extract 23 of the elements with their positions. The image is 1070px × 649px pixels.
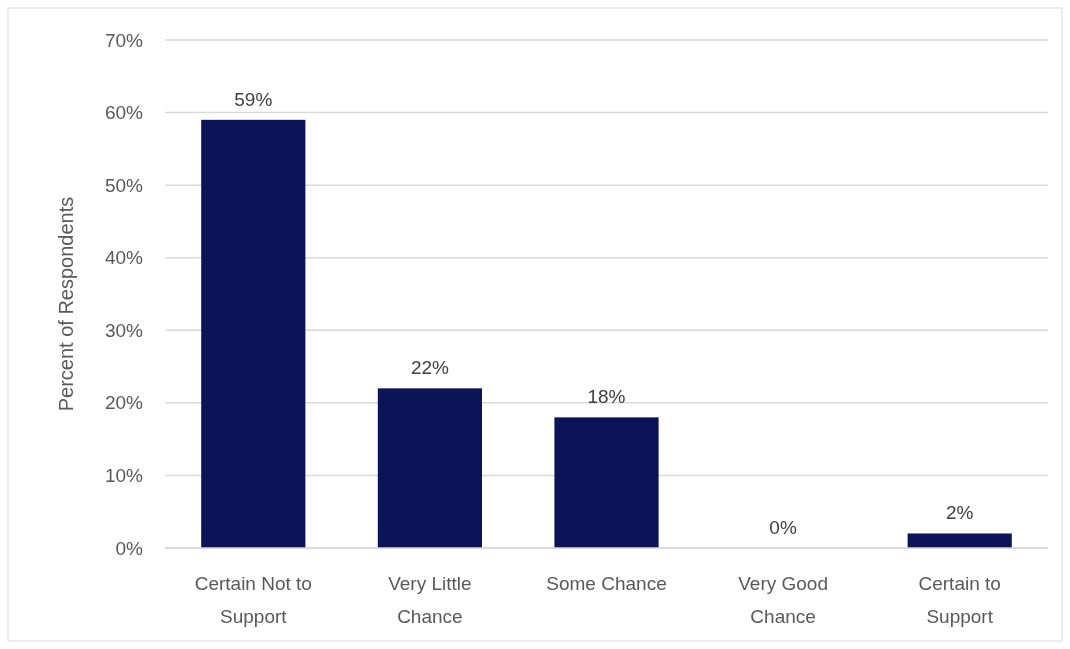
data-label: 59% [234, 88, 273, 110]
x-tick-label: Some Chance [546, 573, 667, 594]
x-tick-label: Very Good Chance [738, 573, 828, 627]
bar [377, 388, 482, 548]
y-tick-label: 20% [104, 392, 144, 414]
y-tick-label: 0% [115, 537, 144, 559]
y-tick-label: 30% [104, 319, 144, 341]
bar [201, 119, 306, 548]
y-tick-label: 10% [104, 465, 144, 487]
x-tick-label: Certain Not to Support [194, 573, 312, 627]
y-tick-label: 40% [104, 247, 144, 269]
y-tick-label: 50% [104, 174, 144, 196]
y-axis-title: Percent of Respondents [55, 196, 77, 412]
y-tick-label: 60% [104, 102, 144, 124]
data-label: 0% [769, 517, 797, 538]
bar [907, 533, 1012, 548]
x-tick-label: Certain to Support [918, 573, 1001, 627]
data-label: 22% [410, 357, 450, 379]
bar [554, 417, 659, 548]
data-label: 18% [587, 386, 626, 408]
y-tick-label: 70% [104, 29, 144, 51]
data-label: 2% [945, 502, 974, 524]
x-tick-label: Very Little Chance [388, 573, 472, 627]
